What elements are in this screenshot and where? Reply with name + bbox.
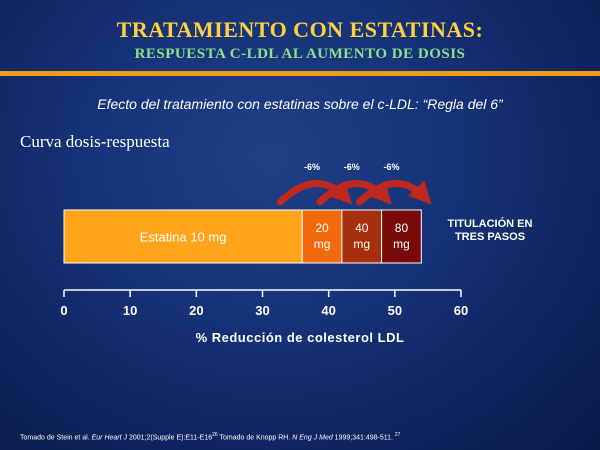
x-tick-label-1: 10 <box>123 303 137 318</box>
x-axis-label: % Reducción de colesterol LDL <box>195 330 405 345</box>
titration-note-line-1: TITULACIÓN EN <box>447 218 533 230</box>
footer-ref-2: 27 <box>394 432 401 438</box>
x-tick-label-5: 50 <box>388 303 402 318</box>
curve-label: Curva dosis-respuesta <box>20 132 170 151</box>
reference-footer: Tomado de Stein et al. Eur Heart J 2001;… <box>20 432 590 441</box>
bar-segment-label-top-1: 20 <box>315 221 329 235</box>
slide-title: TRATAMIENTO CON ESTATINAS: <box>116 17 484 42</box>
arrow-label-0: -6% <box>304 162 320 172</box>
footer-journal-2: N Eng J Med <box>292 434 333 442</box>
bar-segment-label-0: Estatina 10 mg <box>140 230 227 245</box>
x-tick-label-2: 20 <box>189 303 203 318</box>
footer-part-4: 1999;341:498-511. <box>332 434 395 442</box>
x-tick-label-3: 30 <box>255 303 269 318</box>
bar-segment-label-bottom-3: mg <box>393 237 410 251</box>
bar-segment-label-bottom-2: mg <box>353 237 370 251</box>
bar-segment-3 <box>381 209 422 264</box>
titration-note-line-2: TRES PASOS <box>454 231 526 243</box>
footer-part-1: Tomado de Stein et al. <box>20 434 92 442</box>
increase-arrow-0 <box>276 180 353 206</box>
bar-segment-2 <box>341 209 383 264</box>
x-tick-label-4: 40 <box>321 303 335 318</box>
bar-segment-label-top-2: 40 <box>355 221 369 235</box>
increase-arrow-2 <box>356 180 432 206</box>
title-divider <box>0 71 600 76</box>
x-tick-label-0: 0 <box>60 303 67 318</box>
bar-segment-0 <box>63 209 303 264</box>
bar-segment-label-bottom-1: mg <box>314 237 331 251</box>
effect-statement: Efecto del tratamiento con estatinas sob… <box>97 96 503 112</box>
slide-subtitle: RESPUESTA C-LDL AL AUMENTO DE DOSIS <box>134 46 466 62</box>
footer-ref-1: 26 <box>212 432 218 438</box>
titration-note: TITULACIÓN EN TRES PASOS <box>430 218 550 244</box>
footer-journal-1: Eur Heart J <box>91 434 128 442</box>
arrow-label-1: -6% <box>344 162 360 172</box>
x-tick-label-6: 60 <box>454 303 468 318</box>
bar-segment-label-top-3: 80 <box>395 221 409 235</box>
increase-arrow-1 <box>316 180 392 206</box>
footer-part-2: 2001;2(Supple E):E11-E16 <box>127 434 213 442</box>
arrow-label-2: -6% <box>383 162 399 172</box>
footer-part-3: Tomado de Knopp RH. <box>217 434 293 442</box>
